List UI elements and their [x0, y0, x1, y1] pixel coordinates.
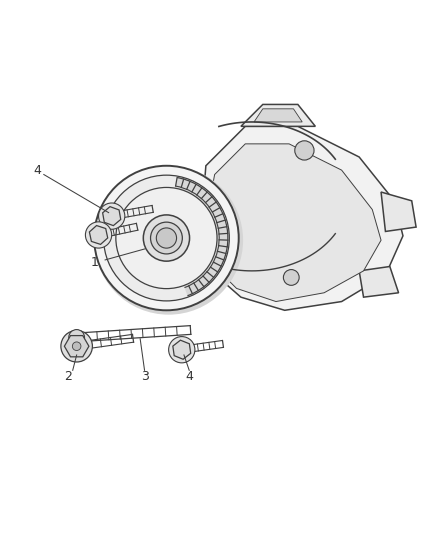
Polygon shape	[206, 144, 381, 302]
Text: 2: 2	[64, 370, 72, 383]
Circle shape	[72, 342, 81, 351]
Polygon shape	[201, 126, 403, 310]
Circle shape	[85, 222, 112, 248]
Circle shape	[94, 166, 239, 310]
Polygon shape	[359, 266, 399, 297]
Polygon shape	[89, 225, 108, 245]
Circle shape	[91, 227, 106, 243]
Circle shape	[116, 188, 217, 288]
Circle shape	[174, 342, 190, 358]
Text: 1: 1	[90, 256, 98, 269]
Circle shape	[103, 175, 230, 301]
Circle shape	[99, 203, 125, 229]
Polygon shape	[254, 109, 302, 122]
Text: 4: 4	[33, 164, 41, 176]
Circle shape	[295, 141, 314, 160]
Polygon shape	[241, 104, 315, 126]
Circle shape	[169, 336, 195, 363]
Circle shape	[104, 208, 120, 224]
Polygon shape	[102, 207, 121, 225]
Circle shape	[69, 329, 85, 345]
Polygon shape	[381, 192, 416, 231]
Circle shape	[151, 222, 182, 254]
Circle shape	[143, 215, 190, 261]
Text: 4: 4	[185, 370, 193, 383]
Circle shape	[61, 330, 92, 362]
Circle shape	[283, 270, 299, 285]
Polygon shape	[173, 340, 191, 359]
Circle shape	[156, 228, 177, 248]
Wedge shape	[166, 177, 228, 296]
Ellipse shape	[94, 166, 243, 314]
Polygon shape	[64, 336, 89, 357]
Text: 3: 3	[141, 370, 148, 383]
